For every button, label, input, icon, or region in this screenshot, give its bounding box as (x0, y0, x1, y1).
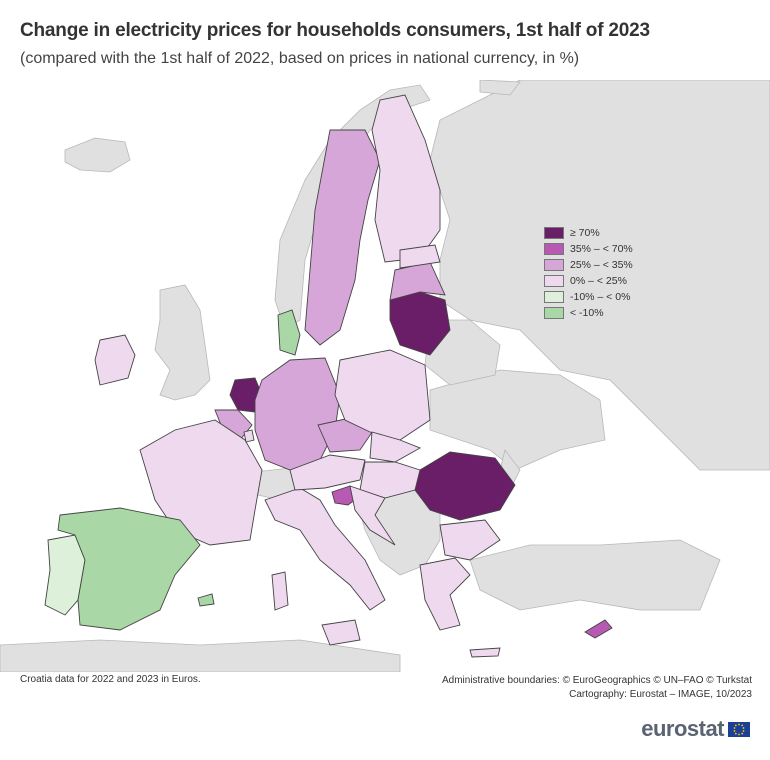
credits: Administrative boundaries: © EuroGeograp… (442, 674, 752, 702)
legend-item: ≥ 70% (544, 225, 633, 241)
legend-label: 25% – < 35% (570, 259, 633, 271)
page-title: Change in electricity prices for househo… (20, 20, 650, 41)
region-luxembourg (243, 429, 255, 443)
region-cyprus (584, 619, 613, 639)
europe-map (0, 80, 770, 672)
region-bulgaria (439, 519, 501, 561)
legend-item: 0% – < 25% (544, 273, 633, 289)
region-germany (254, 357, 341, 471)
region-north-africa (0, 639, 401, 672)
region-russia (429, 80, 770, 471)
legend-label: -10% – < 0% (570, 291, 631, 303)
region-lithuania (389, 291, 451, 356)
legend-label: ≥ 70% (570, 227, 600, 239)
legend-swatch (544, 307, 564, 319)
region-spain (57, 507, 201, 631)
legend-swatch (544, 227, 564, 239)
legend-item: 35% – < 70% (544, 241, 633, 257)
region-crete (469, 647, 501, 658)
region-romania (414, 451, 516, 521)
legend-label: < -10% (570, 307, 604, 319)
footnote: Croatia data for 2022 and 2023 in Euros. (20, 674, 201, 685)
region-greece (419, 557, 471, 631)
region-arctic-isl (479, 80, 521, 96)
legend-swatch (544, 275, 564, 287)
region-sardinia (271, 571, 289, 611)
region-denmark (277, 309, 301, 356)
region-turkey (469, 539, 721, 611)
legend-swatch (544, 259, 564, 271)
legend-swatch (544, 291, 564, 303)
region-croatia (349, 485, 396, 546)
region-austria (289, 454, 366, 491)
region-sicily (321, 619, 361, 646)
eu-flag-icon (728, 721, 750, 737)
credits-cartography: Cartography: Eurostat – IMAGE, 10/2023 (569, 689, 752, 700)
credits-boundaries: Administrative boundaries: © EuroGeograp… (441, 675, 752, 686)
region-slovakia (369, 431, 422, 463)
map-legend: ≥ 70% 35% – < 70% 25% – < 35% 0% – < 25%… (544, 225, 633, 321)
region-italy (264, 487, 386, 611)
region-ireland (94, 334, 136, 386)
region-finland (371, 94, 441, 263)
legend-item: < -10% (544, 305, 633, 321)
legend-swatch (544, 243, 564, 255)
region-malta (197, 593, 215, 607)
eurostat-logo: eurostat (641, 716, 750, 742)
legend-label: 35% – < 70% (570, 243, 633, 255)
region-ukraine (429, 369, 606, 471)
legend-item: -10% – < 0% (544, 289, 633, 305)
legend-label: 0% – < 25% (570, 275, 627, 287)
region-uk (154, 284, 211, 401)
region-iceland (64, 137, 131, 173)
legend-item: 25% – < 35% (544, 257, 633, 273)
logo-text: eurostat (641, 716, 724, 741)
page-subtitle: (compared with the 1st half of 2022, bas… (20, 50, 580, 67)
region-estonia (399, 244, 441, 269)
